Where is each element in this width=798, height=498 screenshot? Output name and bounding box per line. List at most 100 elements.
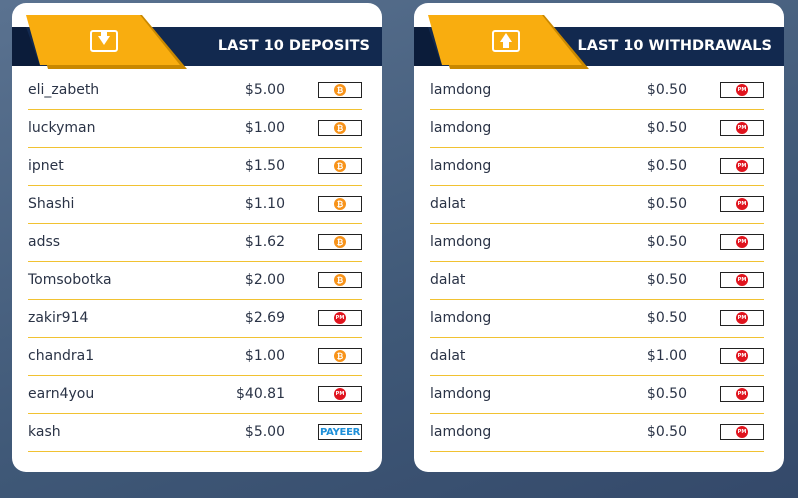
table-row: luckyman $1.00 ₿ (28, 110, 362, 148)
amount: $2.00 (244, 272, 285, 288)
username: lamdong (430, 158, 492, 174)
payment-method: ₿ (318, 196, 362, 212)
amount: $0.50 (646, 424, 687, 440)
payment-method: ₿ (318, 272, 362, 288)
amount: $5.00 (244, 82, 285, 98)
table-row: earn4you $40.81 PM (28, 376, 362, 414)
payment-method: PM (318, 386, 362, 402)
username: lamdong (430, 82, 492, 98)
username: lamdong (430, 120, 492, 136)
amount: $5.00 (244, 424, 285, 440)
username: dalat (430, 196, 466, 212)
payment-method: PM (720, 272, 764, 288)
payment-icon: PM (736, 274, 748, 286)
payment-method: PM (720, 120, 764, 136)
amount: $1.50 (244, 158, 285, 174)
amount: $0.50 (646, 272, 687, 288)
username: Tomsobotka (28, 272, 112, 288)
table-row: lamdong $0.50 PM (430, 148, 764, 186)
panel-title: LAST 10 WITHDRAWALS (577, 38, 772, 54)
username: lamdong (430, 386, 492, 402)
payment-icon: ₿ (334, 160, 346, 172)
table-row: lamdong $0.50 PM (430, 414, 764, 452)
table-row: Shashi $1.10 ₿ (28, 186, 362, 224)
username: earn4you (28, 386, 95, 402)
amount: $40.81 (236, 386, 285, 402)
amount: $0.50 (646, 310, 687, 326)
username: dalat (430, 348, 466, 364)
table-row: ipnet $1.50 ₿ (28, 148, 362, 186)
payment-icon: ₿ (334, 236, 346, 248)
amount: $1.00 (646, 348, 687, 364)
table-row: lamdong $0.50 PM (430, 376, 764, 414)
table-row: lamdong $0.50 PM (430, 224, 764, 262)
username: ipnet (28, 158, 64, 174)
payment-method: ₿ (318, 234, 362, 250)
payment-icon: ₿ (334, 84, 346, 96)
payment-method: PM (720, 82, 764, 98)
payment-icon: PM (736, 198, 748, 210)
payment-method: PM (720, 386, 764, 402)
username: lamdong (430, 234, 492, 250)
table-row: eli_zabeth $5.00 ₿ (28, 72, 362, 110)
amount: $1.00 (244, 348, 285, 364)
table-row: dalat $0.50 PM (430, 186, 764, 224)
payment-method: ₿ (318, 348, 362, 364)
payment-icon: PM (736, 236, 748, 248)
table-row: lamdong $0.50 PM (430, 72, 764, 110)
table-row: dalat $0.50 PM (430, 262, 764, 300)
table-row: dalat $1.00 PM (430, 338, 764, 376)
payment-icon: PM (736, 388, 748, 400)
amount: $0.50 (646, 158, 687, 174)
username: chandra1 (28, 348, 95, 364)
username: luckyman (28, 120, 96, 136)
payment-method: ₿ (318, 120, 362, 136)
payment-icon: ₿ (334, 274, 346, 286)
payment-method: PM (720, 158, 764, 174)
payment-method: PM (720, 348, 764, 364)
payment-icon: PM (334, 388, 346, 400)
payment-icon: PM (736, 350, 748, 362)
payment-icon: PM (736, 312, 748, 324)
payment-method: PM (720, 234, 764, 250)
amount: $0.50 (646, 82, 687, 98)
payment-icon: PAYEER (320, 426, 360, 438)
username: zakir914 (28, 310, 89, 326)
amount: $1.10 (244, 196, 285, 212)
withdrawals-panel: LAST 10 WITHDRAWALS lamdong $0.50 PM lamdon… (414, 3, 784, 472)
deposits-panel: LAST 10 DEPOSITS eli_zabeth $5.00 ₿ luckyma… (12, 3, 382, 472)
username: eli_zabeth (28, 82, 100, 98)
payment-method: PM (720, 196, 764, 212)
payment-method: PM (318, 310, 362, 326)
table-row: Tomsobotka $2.00 ₿ (28, 262, 362, 300)
amount: $2.69 (244, 310, 285, 326)
table-row: lamdong $0.50 PM (430, 300, 764, 338)
payment-method: ₿ (318, 82, 362, 98)
header-tab (414, 15, 589, 69)
payment-icon: PM (334, 312, 346, 324)
table-row: adss $1.62 ₿ (28, 224, 362, 262)
username: adss (28, 234, 61, 250)
payment-icon: ₿ (334, 350, 346, 362)
payment-method: PAYEER (318, 424, 362, 440)
amount: $0.50 (646, 234, 687, 250)
amount: $0.50 (646, 196, 687, 212)
username: kash (28, 424, 61, 440)
header-tab (12, 15, 187, 69)
payment-method: PM (720, 424, 764, 440)
payment-icon: ₿ (334, 122, 346, 134)
table-row: kash $5.00 PAYEER (28, 414, 362, 452)
payment-icon: PM (736, 426, 748, 438)
payment-icon: PM (736, 84, 748, 96)
payment-icon: PM (736, 122, 748, 134)
username: Shashi (28, 196, 75, 212)
panel-title: LAST 10 DEPOSITS (217, 38, 370, 54)
table-row: zakir914 $2.69 PM (28, 300, 362, 338)
amount: $0.50 (646, 386, 687, 402)
payment-method: ₿ (318, 158, 362, 174)
username: dalat (430, 272, 466, 288)
table-row: lamdong $0.50 PM (430, 110, 764, 148)
payment-method: PM (720, 310, 764, 326)
payment-icon: PM (736, 160, 748, 172)
